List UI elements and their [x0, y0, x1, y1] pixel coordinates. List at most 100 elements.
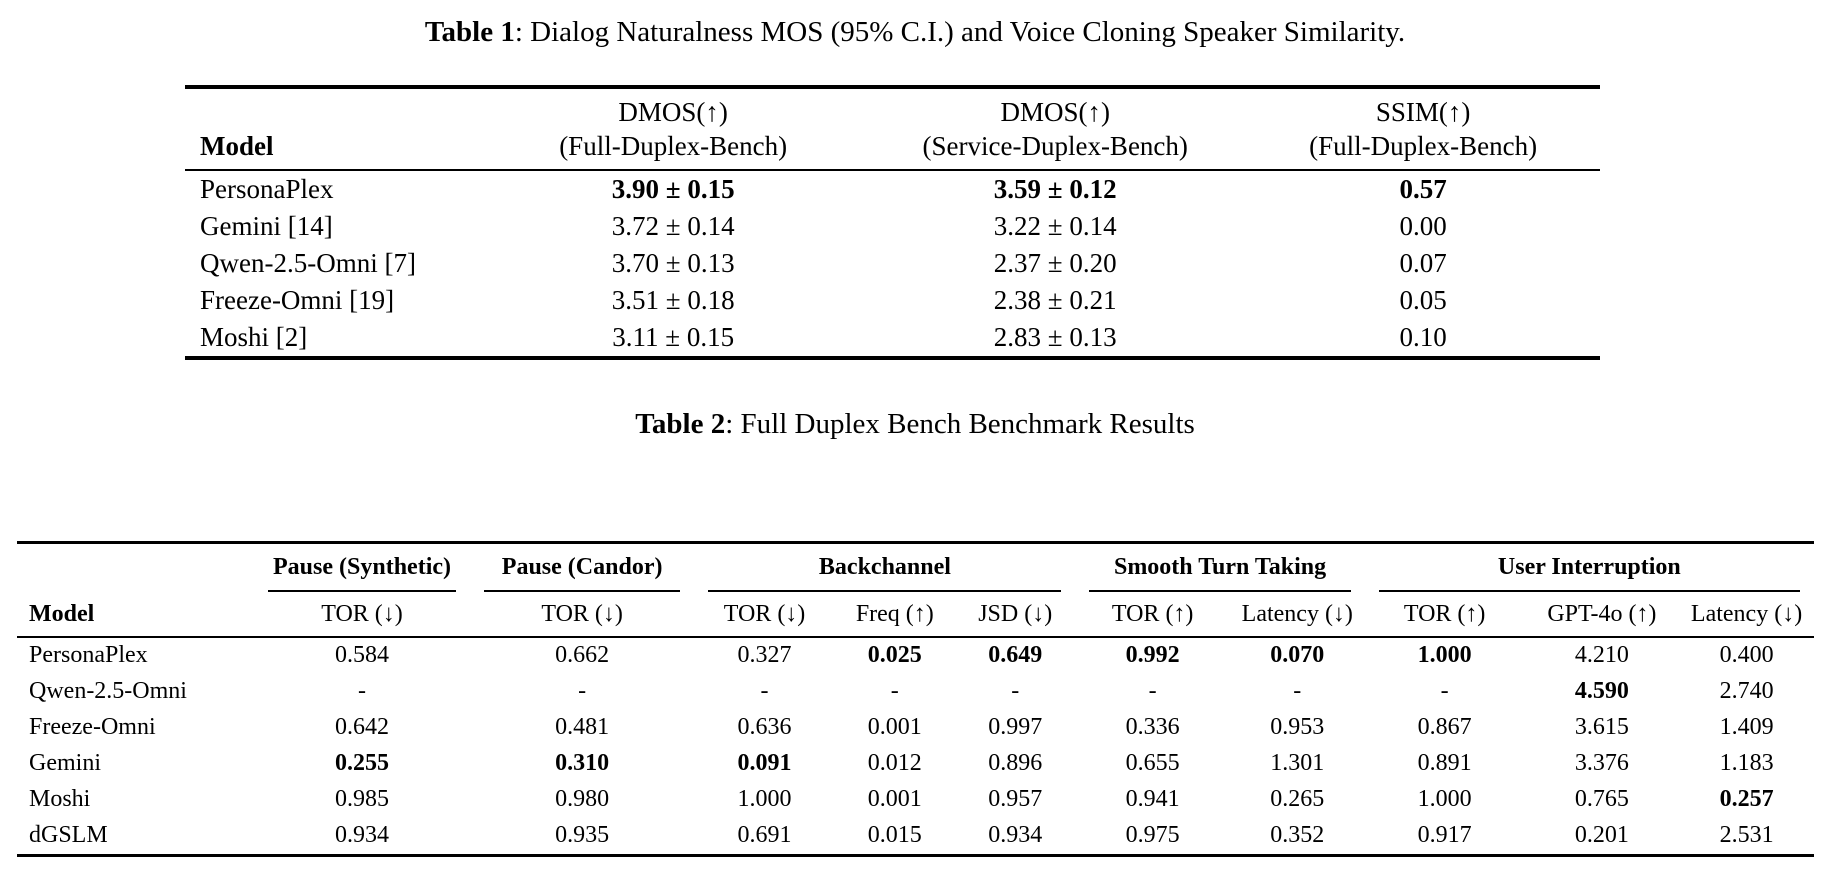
table-row: Qwen-2.5-Omni - - - - - - - - 4.590 2.740 — [17, 674, 1814, 710]
value-cell: 4.210 — [1574, 642, 1629, 668]
table1-header-dmos-fdb-metric: DMOS(↑) — [618, 97, 728, 127]
value-cell: 2.531 — [1719, 822, 1774, 848]
value-cell: 1.000 — [737, 786, 792, 812]
table-row: Gemini [14] 3.72 ± 0.14 3.22 ± 0.14 0.00 — [185, 208, 1600, 245]
table2-header: Pause (Synthetic) Pause (Candor) Backcha… — [17, 542, 1814, 637]
value-cell: 0.896 — [988, 750, 1043, 776]
value-cell: - — [760, 678, 769, 704]
subheader-ui-latency: Latency (↓) — [1690, 600, 1803, 627]
group-backchannel: Backchannel — [694, 542, 1075, 592]
table1-header: Model DMOS(↑) (Full-Duplex-Bench) DMOS(↑… — [185, 87, 1600, 170]
group-pause-synthetic: Pause (Synthetic) — [254, 542, 470, 592]
table1-section: Table 1: Dialog Naturalness MOS (95% C.I… — [0, 16, 1830, 360]
table-row: Freeze-Omni 0.642 0.481 0.636 0.001 0.997 0.33… — [17, 710, 1814, 746]
value-cell: 0.070 — [1270, 642, 1325, 668]
value-cell: 0.025 — [867, 642, 922, 668]
model-cell: Qwen-2.5-Omni [7] — [200, 247, 416, 278]
value-cell: 3.22 ± 0.14 — [993, 210, 1117, 241]
dialog-naturalness-table: Model DMOS(↑) (Full-Duplex-Bench) DMOS(↑… — [185, 85, 1600, 360]
value-cell: 0.57 — [1399, 173, 1447, 204]
table1-header-ssim-bench: (Full-Duplex-Bench) — [1309, 130, 1538, 161]
table1-caption: Table 1: Dialog Naturalness MOS (95% C.I… — [0, 16, 1830, 49]
subheader-backchannel-jsd: JSD (↓) — [978, 600, 1053, 627]
value-cell: - — [890, 678, 899, 704]
table2-group-row: Pause (Synthetic) Pause (Candor) Backcha… — [17, 542, 1814, 592]
value-cell: - — [578, 678, 587, 704]
value-cell: 3.59 ± 0.12 — [993, 173, 1117, 204]
value-cell: 2.740 — [1719, 678, 1774, 704]
value-cell: 3.90 ± 0.15 — [611, 173, 735, 204]
table2-subheader-row: Model TOR (↓) TOR (↓) TOR (↓) Freq (↑) J… — [17, 592, 1814, 637]
value-cell: 2.38 ± 0.21 — [993, 284, 1117, 315]
value-cell: 0.05 — [1399, 284, 1447, 315]
model-cell: Moshi [2] — [200, 321, 308, 352]
value-cell: 0.001 — [867, 714, 922, 740]
model-cell: Qwen-2.5-Omni — [29, 678, 187, 704]
value-cell: 0.867 — [1417, 714, 1472, 740]
value-cell: 2.37 ± 0.20 — [993, 247, 1117, 278]
value-cell: 0.07 — [1399, 247, 1447, 278]
model-cell: Gemini [14] — [200, 210, 333, 241]
value-cell: 0.953 — [1270, 714, 1325, 740]
value-cell: 0.400 — [1719, 642, 1774, 668]
value-cell: 0.655 — [1125, 750, 1180, 776]
group-backchannel-label: Backchannel — [818, 553, 951, 580]
group-pause-candor: Pause (Candor) — [470, 542, 695, 592]
value-cell: 3.615 — [1574, 714, 1629, 740]
subheader-backchannel-tor: TOR (↓) — [723, 600, 806, 627]
value-cell: - — [1440, 678, 1449, 704]
value-cell: 0.980 — [555, 786, 610, 812]
value-cell: 0.997 — [988, 714, 1043, 740]
value-cell: 0.00 — [1399, 210, 1447, 241]
value-cell: 0.934 — [988, 822, 1043, 848]
value-cell: - — [1011, 678, 1020, 704]
table2-caption-text: : Full Duplex Bench Benchmark Results — [725, 407, 1195, 440]
table1-header-model: Model — [200, 130, 274, 161]
value-cell: 0.481 — [555, 714, 610, 740]
value-cell: 0.10 — [1399, 321, 1447, 352]
table1-header-ssim: SSIM(↑) (Full-Duplex-Bench) — [1246, 87, 1600, 170]
table1-header-dmos-fdb: DMOS(↑) (Full-Duplex-Bench) — [482, 87, 864, 170]
value-cell: 1.000 — [1417, 786, 1472, 812]
value-cell: 0.255 — [335, 750, 390, 776]
table2-caption: Table 2: Full Duplex Bench Benchmark Res… — [0, 408, 1830, 441]
value-cell: - — [358, 678, 367, 704]
subheader-stt-latency: Latency (↓) — [1241, 600, 1353, 627]
subheader-backchannel-freq: Freq (↑) — [855, 600, 934, 627]
value-cell: 3.11 ± 0.15 — [612, 321, 735, 352]
table-row: Gemini 0.255 0.310 0.091 0.012 0.896 0.655 1.30… — [17, 746, 1814, 782]
model-cell: Moshi — [29, 786, 91, 812]
value-cell: 3.51 ± 0.18 — [611, 284, 735, 315]
group-smooth-turn-taking: Smooth Turn Taking — [1075, 542, 1364, 592]
table2-corner-cell — [17, 542, 254, 592]
table1-header-dmos-sdb-metric: DMOS(↑) — [1000, 97, 1110, 127]
value-cell: 0.642 — [335, 714, 390, 740]
table2-body: PersonaPlex 0.584 0.662 0.327 0.025 0.649 0.99… — [17, 637, 1814, 856]
value-cell: 1.183 — [1719, 750, 1774, 776]
subheader-pause-candor-tor: TOR (↓) — [541, 600, 623, 627]
group-user-interruption-label: User Interruption — [1497, 553, 1681, 580]
subheader-ui-tor: TOR (↑) — [1403, 600, 1486, 627]
group-smooth-turn-taking-label: Smooth Turn Taking — [1113, 553, 1327, 580]
value-cell: 0.201 — [1574, 822, 1629, 848]
value-cell: 0.327 — [737, 642, 792, 668]
value-cell: 3.70 ± 0.13 — [611, 247, 735, 278]
table1-caption-label: Table 1 — [424, 16, 515, 48]
model-cell: Gemini — [29, 750, 101, 776]
table1-header-ssim-metric: SSIM(↑) — [1375, 97, 1471, 127]
model-cell: PersonaPlex — [200, 173, 334, 204]
value-cell: 0.935 — [555, 822, 610, 848]
table-row: Moshi [2] 3.11 ± 0.15 2.83 ± 0.13 0.10 — [185, 319, 1600, 358]
value-cell: 0.934 — [335, 822, 390, 848]
table-row: PersonaPlex 3.90 ± 0.15 3.59 ± 0.12 0.57 — [185, 170, 1600, 208]
value-cell: 4.590 — [1574, 678, 1629, 704]
group-user-interruption: User Interruption — [1365, 542, 1814, 592]
value-cell: 0.985 — [335, 786, 390, 812]
value-cell: 1.000 — [1417, 642, 1472, 668]
value-cell: - — [1148, 678, 1157, 704]
value-cell: 0.662 — [555, 642, 610, 668]
value-cell: 3.376 — [1574, 750, 1629, 776]
value-cell: 0.636 — [737, 714, 792, 740]
value-cell: 0.917 — [1417, 822, 1472, 848]
value-cell: 0.765 — [1574, 786, 1629, 812]
